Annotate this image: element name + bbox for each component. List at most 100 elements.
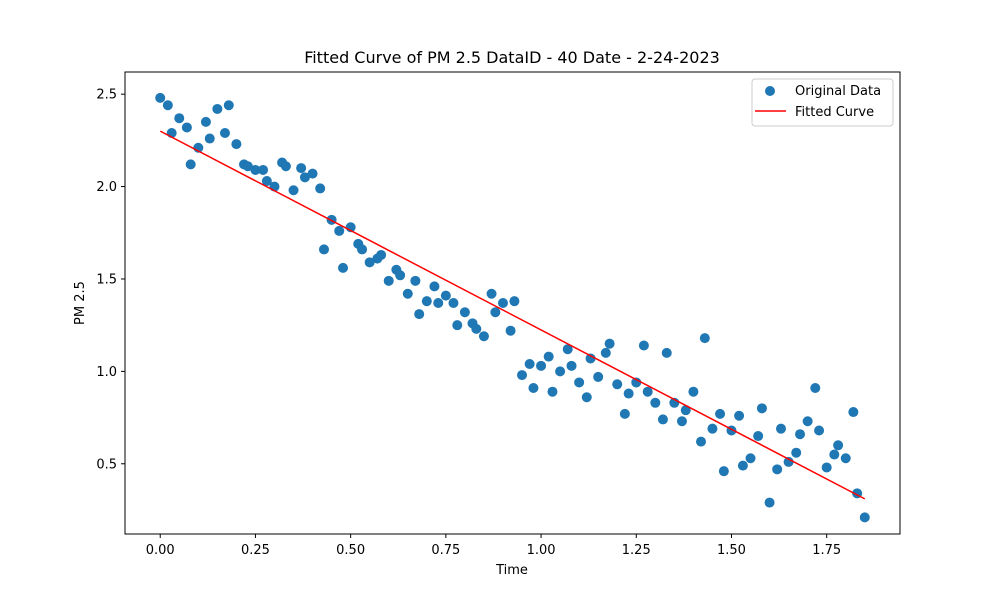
data-point: [764, 497, 775, 508]
data-point: [307, 168, 318, 179]
data-point: [772, 464, 783, 475]
data-point: [680, 405, 691, 416]
legend: Original Data Fitted Curve: [751, 78, 894, 127]
data-point: [212, 103, 223, 114]
data-point: [795, 429, 806, 440]
data-point: [357, 244, 368, 255]
data-point: [410, 275, 421, 286]
data-point: [821, 462, 832, 473]
x-tick-label: 0.25: [241, 543, 270, 558]
data-point: [753, 431, 764, 442]
data-point: [471, 323, 482, 334]
data-point: [433, 298, 444, 308]
data-point: [745, 453, 756, 464]
data-point: [296, 163, 307, 174]
data-point: [280, 161, 291, 172]
data-point: [585, 353, 596, 364]
data-point: [600, 347, 611, 358]
data-point: [459, 307, 470, 318]
data-point: [258, 164, 269, 175]
data-point: [848, 407, 859, 418]
data-point: [486, 288, 497, 299]
data-point: [509, 296, 520, 307]
data-point: [574, 377, 585, 388]
data-point: [604, 338, 615, 349]
data-point: [250, 164, 261, 175]
data-point: [174, 113, 185, 124]
data-point: [859, 512, 870, 523]
data-point: [181, 122, 192, 133]
data-point: [288, 185, 299, 196]
data-point: [581, 392, 592, 403]
x-axis-ticks: 0.00 0.25 0.50 0.75 1.00 1.25 1.50 1.75: [146, 534, 841, 558]
data-point: [452, 320, 463, 331]
data-point: [185, 159, 196, 170]
data-point: [555, 366, 566, 377]
data-point: [631, 377, 642, 388]
data-point: [334, 225, 345, 236]
data-point: [756, 403, 767, 414]
legend-label-original-data: Original Data: [795, 84, 881, 99]
data-point: [478, 331, 489, 342]
data-point: [623, 388, 634, 399]
legend-marker-original-data: [765, 86, 775, 96]
y-tick-label: 1.5: [96, 272, 117, 287]
y-tick-label: 1.0: [96, 365, 117, 380]
data-point: [299, 172, 310, 183]
data-point: [612, 379, 623, 390]
data-point: [562, 344, 573, 355]
data-point: [162, 100, 173, 111]
data-point: [707, 423, 718, 434]
data-point: [619, 408, 630, 419]
data-point: [791, 447, 802, 458]
data-point: [638, 340, 649, 351]
data-point: [219, 127, 230, 138]
data-point: [315, 183, 326, 194]
fitted-curve-line: [159, 130, 866, 500]
data-point: [715, 408, 726, 419]
data-point: [718, 466, 729, 477]
data-point: [223, 100, 234, 111]
data-point: [383, 275, 394, 286]
data-point: [802, 416, 813, 427]
data-point: [429, 281, 440, 292]
data-point: [566, 360, 577, 371]
data-point: [536, 360, 547, 371]
x-tick-label: 1.00: [527, 543, 556, 558]
x-tick-label: 1.75: [812, 543, 841, 558]
chart-title: Fitted Curve of PM 2.5 DataID - 40 Date …: [304, 48, 720, 67]
data-point: [696, 436, 707, 447]
data-point: [737, 460, 748, 471]
data-point: [517, 370, 528, 381]
data-point: [505, 325, 516, 336]
data-point: [338, 262, 349, 273]
x-tick-label: 0.75: [431, 543, 460, 558]
data-point: [676, 416, 687, 427]
y-tick-label: 0.5: [96, 457, 117, 472]
x-axis-label: Time: [495, 563, 528, 578]
data-point: [657, 414, 668, 425]
data-point: [490, 307, 501, 318]
data-point: [395, 270, 406, 281]
data-point: [661, 347, 672, 358]
data-point: [593, 371, 604, 382]
data-point: [448, 298, 459, 308]
data-point: [783, 456, 794, 467]
data-point: [543, 351, 554, 362]
y-axis-label: PM 2.5: [73, 281, 88, 325]
y-axis-ticks: 0.5 1.0 1.5 2.0 2.5: [96, 88, 125, 472]
plot-marks: [155, 92, 870, 523]
y-tick-label: 2.0: [96, 180, 117, 195]
data-point: [829, 449, 840, 460]
data-point: [642, 386, 653, 397]
data-point: [840, 453, 851, 464]
data-point: [833, 440, 844, 451]
y-tick-label: 2.5: [96, 88, 117, 103]
data-point: [528, 383, 539, 394]
data-point: [414, 309, 425, 320]
data-point: [699, 333, 710, 344]
x-tick-label: 0.50: [336, 543, 365, 558]
data-point: [650, 397, 661, 408]
x-tick-label: 1.50: [717, 543, 746, 558]
